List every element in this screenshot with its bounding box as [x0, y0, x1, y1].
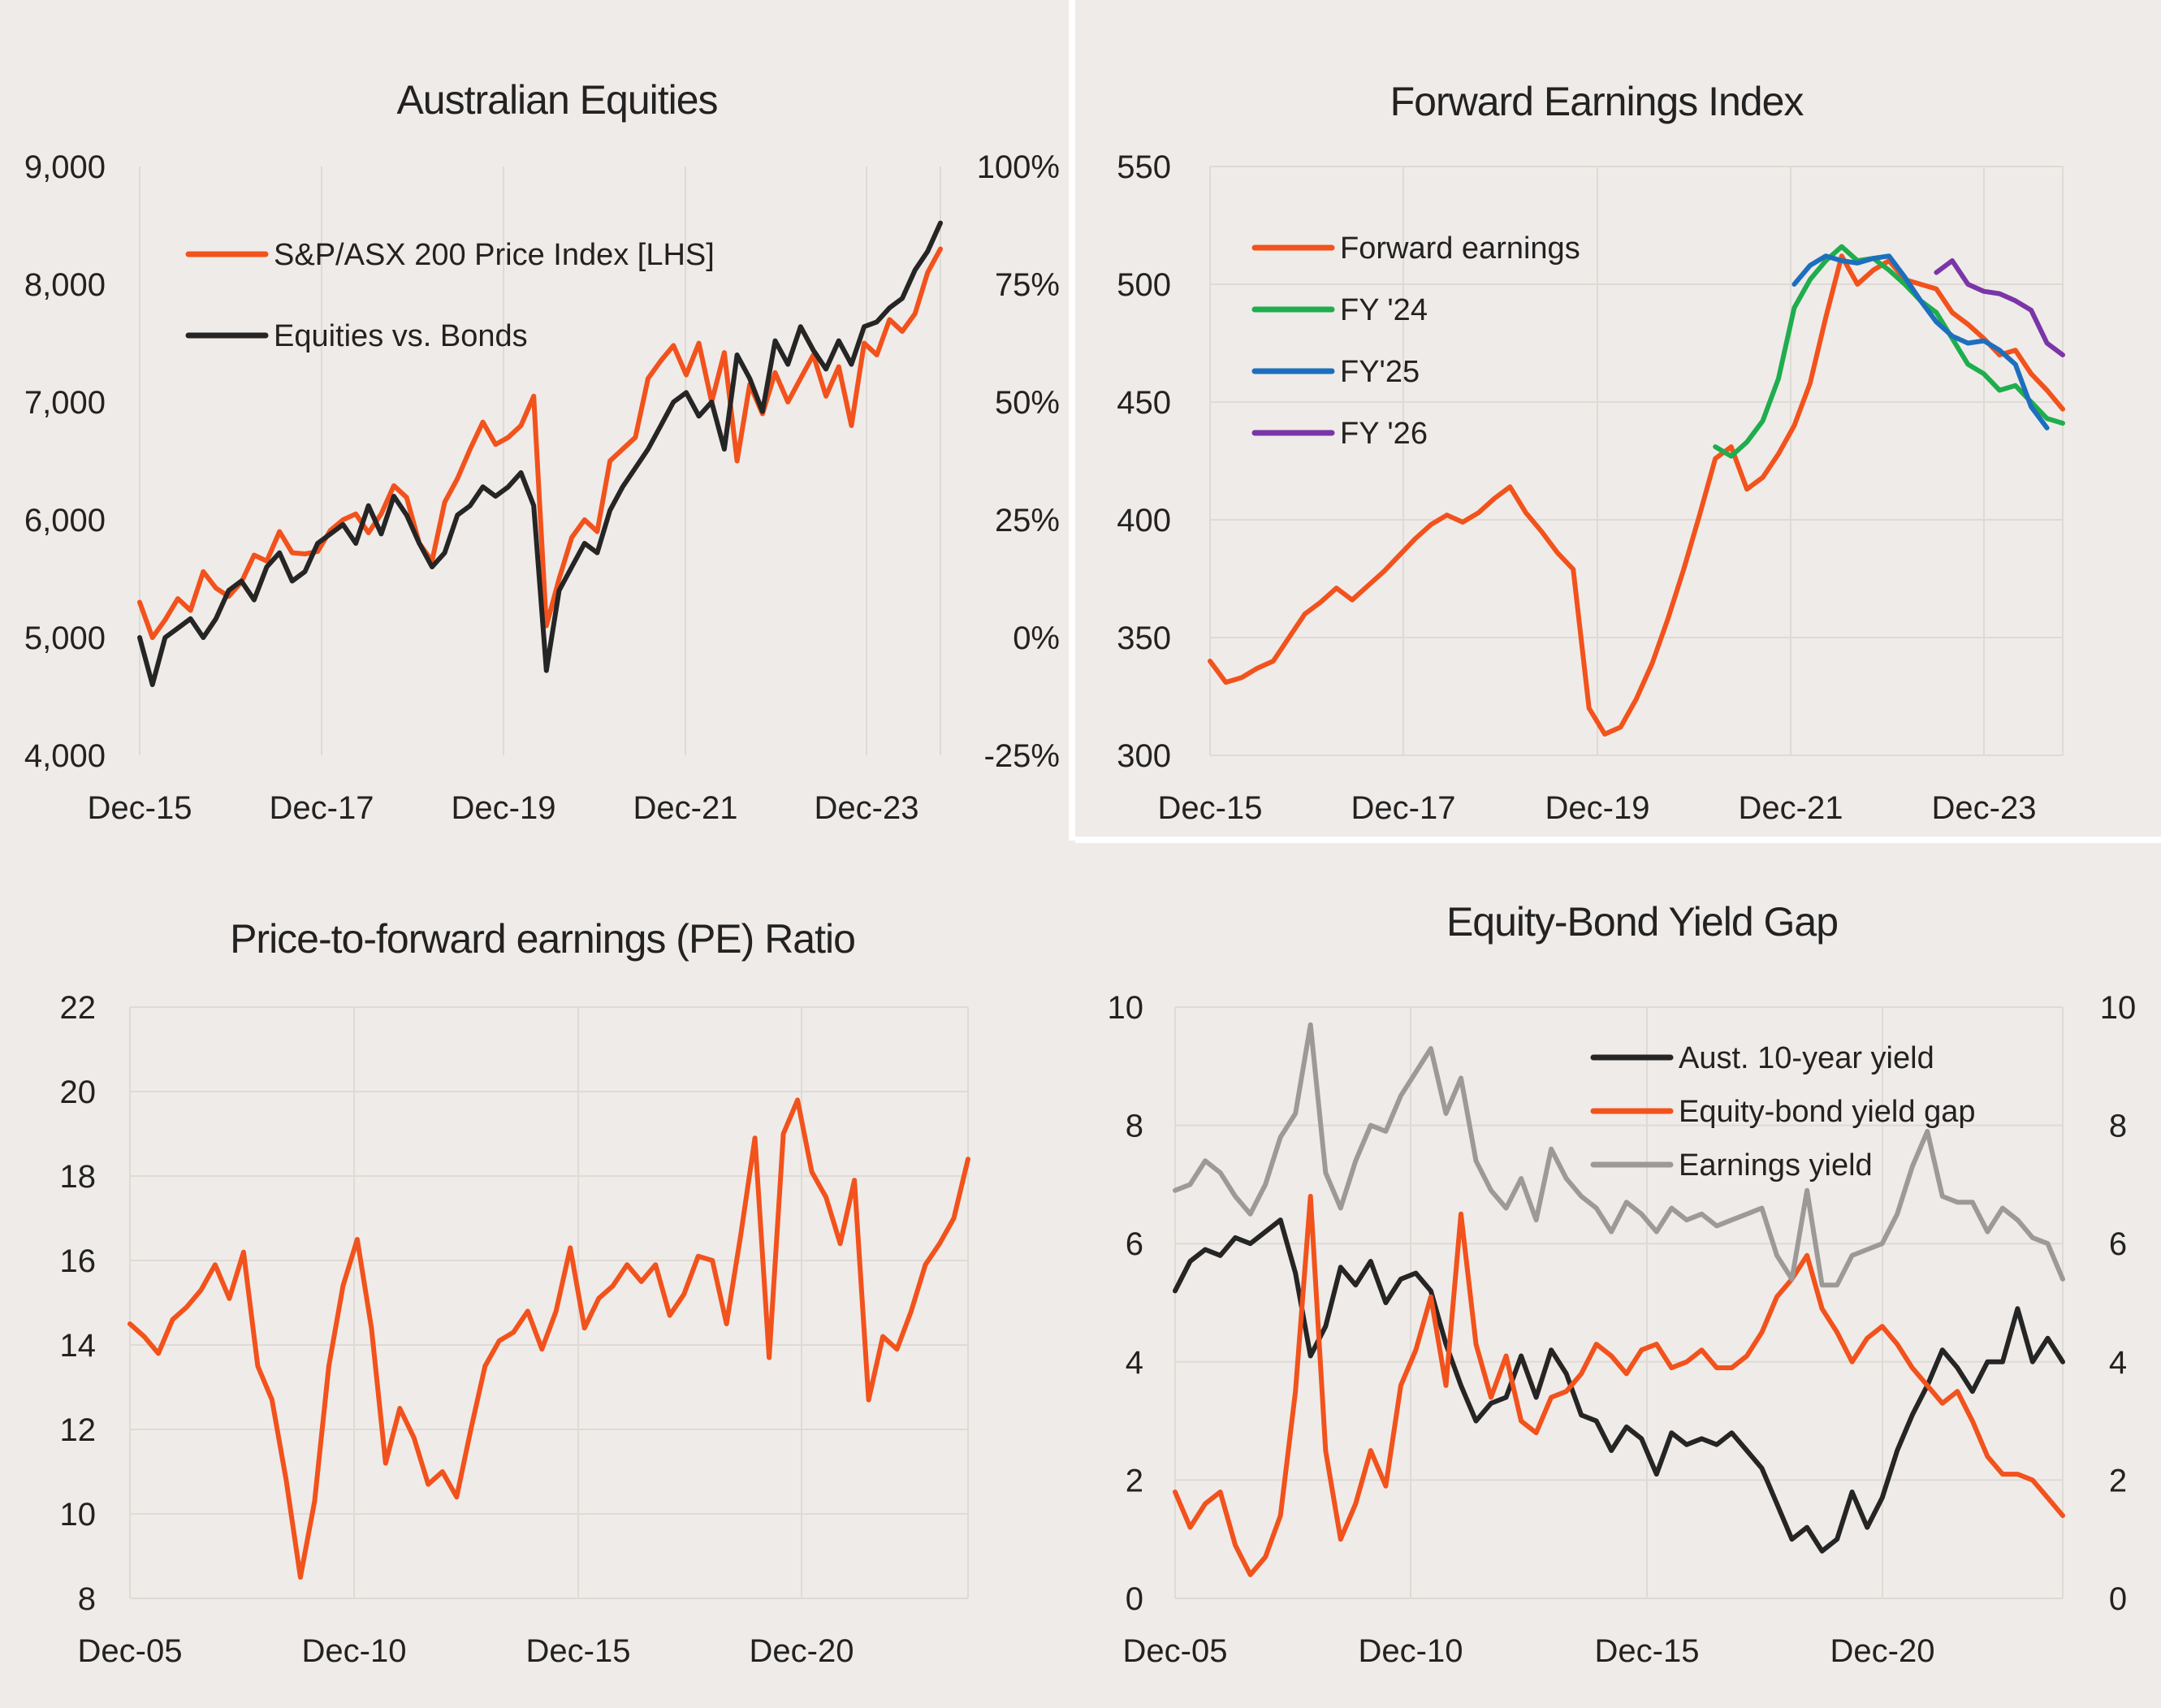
y-tick-label: 20 — [60, 1075, 97, 1110]
legend-label: FY '24 — [1340, 293, 1428, 327]
series-line-equities-vs-bonds — [137, 220, 943, 687]
x-tick-label: Dec-20 — [1830, 1633, 1935, 1669]
y-tick-label: 10 — [1108, 990, 1144, 1026]
legend-label: Aust. 10-year yield — [1679, 1041, 1934, 1075]
x-tick-label: Dec-15 — [1595, 1633, 1700, 1669]
panel-divider-vertical — [1069, 0, 1075, 841]
y-tick-label: 300 — [1117, 738, 1171, 774]
y-tick-label: 14 — [60, 1328, 97, 1364]
chart-4: Equity-Bond Yield Gap 0 2 4 6 8 10 0 2 4 6 8 10 Dec-0… — [1108, 899, 2137, 1669]
x-tick-label: Dec-15 — [88, 790, 192, 826]
chart-title: Equity-Bond Yield Gap — [1446, 899, 1838, 945]
y2-tick-label: 6 — [2109, 1226, 2127, 1262]
y-tick-label: 400 — [1117, 503, 1171, 538]
chart-title: Forward Earnings Index — [1390, 79, 1804, 124]
x-tick-label: Dec-19 — [1545, 790, 1650, 826]
x-tick-label: Dec-21 — [633, 790, 738, 826]
y-tick-label: 4 — [1126, 1345, 1143, 1381]
y2-tick-label: 8 — [2109, 1109, 2127, 1144]
y2-tick-label: -25% — [984, 738, 1060, 774]
x-tick-label: Dec-05 — [78, 1633, 183, 1669]
y-tick-label: 10 — [60, 1497, 97, 1533]
legend-label: S&P/ASX 200 Price Index [LHS] — [274, 238, 715, 272]
y-tick-label: 5,000 — [24, 621, 106, 656]
y-tick-label: 6 — [1126, 1226, 1143, 1262]
legend-label: Equity-bond yield gap — [1679, 1095, 1975, 1129]
legend-label: Forward earnings — [1340, 231, 1580, 266]
series-line-pe-ratio — [127, 1097, 970, 1580]
series-line-fy-26 — [1934, 258, 2065, 357]
series-line-aust-10-year-yield — [1173, 1217, 2065, 1554]
y-tick-label: 16 — [60, 1243, 97, 1279]
y2-tick-label: 2 — [2109, 1463, 2127, 1498]
x-tick-label: Dec-10 — [1359, 1633, 1463, 1669]
y-tick-label: 6,000 — [24, 503, 106, 538]
x-tick-label: Dec-20 — [750, 1633, 854, 1669]
x-tick-label: Dec-21 — [1739, 790, 1843, 826]
panel-divider-horizontal — [1075, 837, 2161, 843]
y2-tick-label: 50% — [995, 385, 1060, 421]
y-tick-label: 22 — [60, 990, 97, 1026]
series-line-fy-24 — [1713, 244, 2065, 459]
chart-3: Price-to-forward earnings (PE) Ratio 8 10 1… — [60, 916, 970, 1669]
y-tick-label: 550 — [1117, 149, 1171, 185]
series-line-fy-25 — [1791, 253, 2050, 430]
x-tick-label: Dec-10 — [302, 1633, 407, 1669]
series-line-forward-earnings — [1208, 253, 2065, 737]
y-tick-label: 4,000 — [24, 738, 106, 774]
chart-title: Price-to-forward earnings (PE) Ratio — [230, 916, 855, 962]
y-tick-label: 9,000 — [24, 149, 106, 185]
y2-tick-label: 75% — [995, 267, 1060, 303]
x-tick-label: Dec-15 — [1158, 790, 1263, 826]
x-tick-label: Dec-15 — [526, 1633, 631, 1669]
y-tick-label: 7,000 — [24, 385, 106, 421]
y-tick-label: 8 — [78, 1581, 96, 1617]
legend-label: FY '26 — [1340, 417, 1428, 451]
y2-tick-label: 25% — [995, 503, 1060, 538]
chart-1: Australian Equities 4,000 5,000 6,000 7,000 8… — [24, 77, 1060, 826]
y-tick-label: 450 — [1117, 385, 1171, 421]
y-tick-label: 500 — [1117, 267, 1171, 303]
y-tick-label: 2 — [1126, 1463, 1143, 1498]
chart-title: Australian Equities — [396, 77, 717, 123]
legend-label: FY'25 — [1340, 355, 1420, 389]
y2-tick-label: 0 — [2109, 1581, 2127, 1617]
x-tick-label: Dec-23 — [1932, 790, 2037, 826]
chart-2: Forward Earnings Index 300 350 400 450 500 550… — [1117, 79, 2065, 826]
legend-label: Earnings yield — [1679, 1148, 1873, 1183]
y2-tick-label: 100% — [977, 149, 1060, 185]
y-tick-label: 12 — [60, 1412, 97, 1448]
y-tick-label: 8,000 — [24, 267, 106, 303]
x-tick-label: Dec-17 — [1351, 790, 1456, 826]
y2-tick-label: 0% — [1013, 621, 1060, 656]
series-line-equity-bond-yield-gap — [1173, 1194, 2065, 1577]
y2-tick-label: 4 — [2109, 1345, 2127, 1381]
legend-label: Equities vs. Bonds — [274, 319, 528, 353]
y-tick-label: 18 — [60, 1159, 97, 1195]
y-tick-label: 8 — [1126, 1109, 1143, 1144]
x-tick-label: Dec-23 — [815, 790, 919, 826]
y2-tick-label: 10 — [2100, 990, 2137, 1026]
y-tick-label: 350 — [1117, 621, 1171, 656]
y-tick-label: 0 — [1126, 1581, 1143, 1617]
x-tick-label: Dec-05 — [1123, 1633, 1228, 1669]
series-line-earnings-yield — [1173, 1022, 2065, 1288]
series-line-s-p-asx-200-price-index-lhs- — [137, 246, 943, 640]
x-tick-label: Dec-19 — [452, 790, 556, 826]
x-tick-label: Dec-17 — [270, 790, 374, 826]
